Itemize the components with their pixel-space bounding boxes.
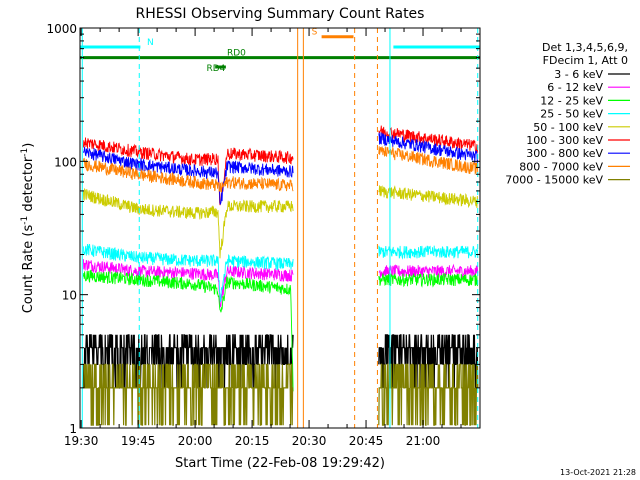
series-6-12-kevline (82, 259, 479, 308)
x-tick-label: 20:45 (349, 434, 384, 448)
x-axis-label: Start Time (22-Feb-08 19:29:42) (175, 456, 385, 471)
series-layer (82, 125, 479, 426)
legend-label: 12 - 25 keV (540, 94, 603, 107)
series-25-50-kevline (82, 243, 479, 302)
legend-label: 50 - 100 keV (533, 121, 603, 134)
legend-label: 3 - 6 keV (554, 68, 603, 81)
chart-title: RHESSI Observing Summary Count Rates (136, 6, 425, 22)
legend-label: 300 - 800 keV (526, 147, 603, 160)
flag-label-rd4: RD4 (206, 64, 225, 74)
series-800-7000-kevline (82, 146, 479, 193)
flag-label-s: S (312, 28, 318, 38)
x-tick-label: 21:00 (406, 434, 441, 448)
legend-label: 7000 - 15000 keV (505, 174, 603, 187)
plot-frame (79, 27, 481, 429)
legend-header-line-1: Det 1,3,4,5,6,9, (542, 41, 628, 54)
series-300-800-kevline (82, 132, 479, 205)
x-tick-label: 19:30 (64, 434, 99, 448)
series-50-100-kevline (82, 185, 479, 259)
legend-label: 25 - 50 keV (540, 108, 603, 121)
event-lines-layer (81, 28, 479, 428)
y-tick-label: 10 (62, 289, 77, 303)
legend-label: 800 - 7000 keV (519, 160, 603, 173)
legend-header-line-2: FDecim 1, Att 0 (543, 54, 628, 67)
legend-label: 100 - 300 keV (526, 134, 603, 147)
footer-timestamp: 13-Oct-2021 21:28 (560, 468, 636, 477)
legend: Det 1,3,4,5,6,9, FDecim 1, Att 0 3 - 6 k… (505, 41, 630, 187)
series-12-25-kevline (82, 269, 479, 392)
x-axis: 19:30 19:45 20:00 20:15 20:30 20:45 21:00 (64, 28, 462, 448)
x-tick-label: 20:15 (235, 434, 270, 448)
y-tick-label: 1 (69, 422, 77, 436)
y-tick-label: 1000 (46, 22, 77, 36)
series-7000-15000-kevline (83, 363, 479, 426)
y-axis: 1 10 100 1000 (46, 22, 480, 436)
y-axis-label: Count Rate (s-1 detector-1) (20, 143, 36, 314)
x-tick-label: 19:45 (121, 434, 156, 448)
legend-label: 6 - 12 keV (547, 81, 603, 94)
x-tick-label: 20:00 (178, 434, 213, 448)
flag-label-rd0: RD0 (227, 49, 246, 59)
x-tick-label: 20:30 (292, 434, 327, 448)
flag-label-n: N (147, 38, 154, 48)
y-tick-label: 100 (54, 155, 77, 169)
